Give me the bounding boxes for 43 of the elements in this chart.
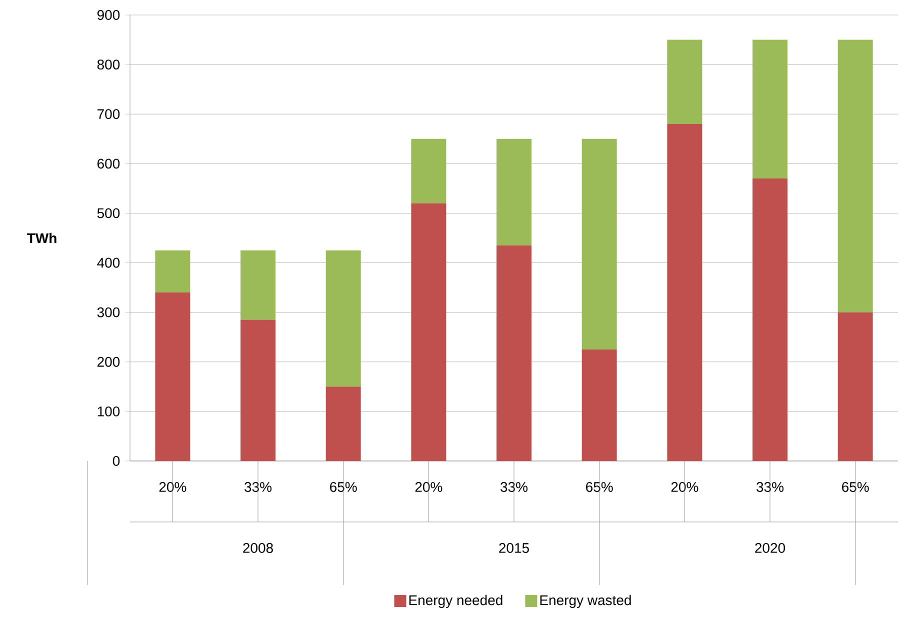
x-tick-label: 33% (244, 482, 272, 492)
legend-label: Energy wasted (540, 594, 631, 608)
y-tick-label: 400 (97, 258, 120, 268)
bar (155, 250, 190, 292)
x-tick-label: 20% (415, 482, 442, 492)
bar (155, 292, 190, 461)
bar (240, 250, 276, 320)
text: 2020 (755, 543, 786, 553)
y-tick-label: 100 (98, 406, 120, 416)
x-tick-label: 20% (671, 482, 698, 492)
bar (240, 320, 276, 461)
x-tick-label: 20% (159, 482, 186, 492)
bar (667, 40, 702, 124)
x-tick-label: 65% (842, 482, 869, 492)
bar (411, 203, 446, 461)
bar (752, 178, 788, 461)
bar (752, 40, 788, 179)
legend-label: Energy needed (409, 594, 502, 608)
text: 2008 (243, 543, 273, 553)
y-tick-label: 800 (97, 60, 120, 70)
bar (667, 124, 702, 461)
bar (326, 250, 361, 387)
x-tick-label: 33% (756, 482, 784, 492)
y-tick-label: 200 (97, 356, 120, 367)
y-tick-label: 500 (97, 208, 120, 218)
x-tick-label: 33% (500, 482, 528, 492)
bar (496, 245, 532, 461)
x-tick-label: 65% (330, 482, 357, 492)
bar (411, 138, 446, 204)
bar (582, 349, 617, 461)
bar (838, 312, 873, 461)
text: 2015 (499, 543, 529, 553)
y-tick-label: 0 (112, 456, 120, 466)
y-axis-title: TWh (27, 232, 56, 244)
y-tick-label: 300 (97, 307, 120, 318)
bar (496, 138, 532, 246)
bar (582, 138, 617, 350)
y-tick-label: 700 (98, 109, 120, 120)
y-tick-label: 600 (98, 158, 120, 169)
bar (838, 40, 873, 312)
x-tick-label: 65% (586, 482, 613, 492)
y-tick-label: 900 (97, 10, 120, 20)
bar (326, 386, 361, 461)
